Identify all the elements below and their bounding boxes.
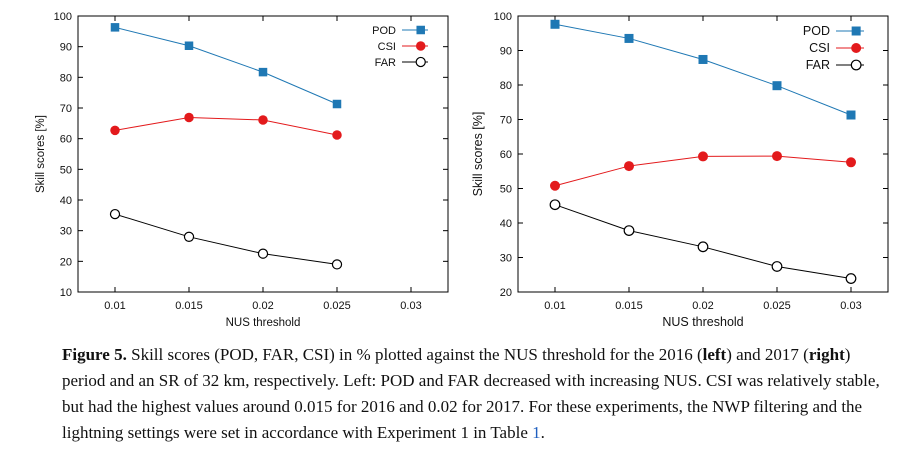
data-point-far bbox=[257, 248, 269, 259]
legend-label-csi: CSI bbox=[378, 41, 396, 53]
caption-label: Figure 5. bbox=[62, 345, 127, 364]
legend-marker-pod bbox=[851, 26, 861, 36]
data-point-far bbox=[623, 225, 635, 236]
legend-label-pod: POD bbox=[372, 25, 396, 37]
legend-marker-far bbox=[415, 56, 426, 68]
caption-text-1: Skill scores (POD, FAR, CSI) in % plotte… bbox=[126, 345, 703, 364]
x-tick-label: 0.02 bbox=[252, 300, 273, 312]
y-tick-label: 90 bbox=[500, 46, 512, 58]
x-tick-label: 0.02 bbox=[692, 300, 713, 312]
legend-marker-csi bbox=[851, 43, 862, 53]
legend-marker-far bbox=[850, 59, 862, 71]
figure-caption: Figure 5. Skill scores (POD, FAR, CSI) i… bbox=[62, 342, 880, 446]
data-point-far bbox=[331, 259, 343, 270]
data-point-pod bbox=[184, 41, 194, 50]
caption-text-4: . bbox=[540, 423, 545, 442]
data-point-far bbox=[845, 273, 857, 284]
legend-marker-pod bbox=[416, 25, 425, 35]
y-tick-label: 20 bbox=[60, 256, 72, 268]
data-point-far bbox=[549, 199, 561, 211]
y-tick-label: 30 bbox=[60, 226, 72, 238]
x-axis-label: NUS threshold bbox=[662, 315, 743, 329]
data-point-pod bbox=[846, 110, 856, 120]
y-tick-label: 100 bbox=[494, 11, 512, 23]
x-axis-label: NUS threshold bbox=[226, 317, 301, 329]
legend-marker-csi bbox=[415, 41, 426, 51]
y-tick-label: 50 bbox=[60, 164, 72, 176]
series-line-csi bbox=[114, 117, 338, 136]
chart-right: 20 30 40 50 60 70 80 90 100 0.01 0.015 0.02 0.025 0.0… bbox=[471, 11, 889, 329]
legend-label-csi: CSI bbox=[809, 41, 830, 55]
data-point-csi bbox=[258, 115, 268, 125]
legend-label-pod: POD bbox=[803, 24, 830, 38]
y-tick-label: 40 bbox=[500, 218, 512, 230]
data-point-far bbox=[771, 261, 783, 272]
data-point-csi bbox=[846, 157, 856, 168]
caption-text-2: ) and 2017 ( bbox=[726, 345, 809, 364]
table-reference-link[interactable]: 1 bbox=[532, 423, 541, 442]
x-tick-label: 0.01 bbox=[544, 300, 565, 312]
data-point-csi bbox=[184, 112, 194, 123]
x-tick-label: 0.025 bbox=[323, 300, 351, 312]
x-tick-label: 0.01 bbox=[104, 300, 125, 312]
y-tick-label: 100 bbox=[54, 11, 72, 23]
data-point-pod bbox=[624, 33, 634, 43]
y-tick-label: 70 bbox=[60, 103, 72, 115]
data-point-far bbox=[183, 231, 195, 242]
data-point-far bbox=[109, 208, 121, 220]
data-point-csi bbox=[110, 125, 120, 136]
y-axis-label: Skill scores [%] bbox=[35, 115, 47, 193]
data-point-pod bbox=[332, 99, 342, 109]
legend-label-far: FAR bbox=[375, 57, 396, 69]
series-line-far bbox=[114, 213, 338, 265]
caption-bold-left: left bbox=[702, 345, 727, 364]
data-point-csi bbox=[772, 151, 782, 162]
legend-label-far: FAR bbox=[806, 58, 830, 72]
caption-bold-right: right bbox=[808, 345, 845, 364]
data-point-far bbox=[697, 241, 709, 253]
y-tick-label: 80 bbox=[500, 80, 512, 92]
data-point-csi bbox=[698, 151, 708, 162]
y-tick-label: 10 bbox=[60, 287, 72, 299]
y-tick-label: 90 bbox=[60, 42, 72, 54]
x-tick-label: 0.015 bbox=[175, 300, 203, 312]
y-tick-label: 60 bbox=[500, 149, 512, 161]
caption-text-3: ) period and an SR of 32 km, respectivel… bbox=[62, 345, 880, 442]
chart-left: 10 20 30 40 50 60 70 80 90 100 0.01 0.015 0.02 0.025 0… bbox=[35, 11, 449, 329]
data-point-csi bbox=[332, 130, 342, 140]
x-tick-label: 0.015 bbox=[615, 300, 643, 312]
x-tick-label: 0.03 bbox=[840, 300, 861, 312]
x-tick-label: 0.025 bbox=[763, 300, 791, 312]
data-point-pod bbox=[550, 19, 560, 29]
series-line-pod bbox=[114, 26, 338, 105]
y-axis-label: Skill scores [%] bbox=[471, 112, 485, 197]
y-tick-label: 50 bbox=[500, 184, 512, 196]
data-point-csi bbox=[550, 180, 560, 191]
y-tick-label: 20 bbox=[500, 287, 512, 299]
y-tick-label: 40 bbox=[60, 195, 72, 207]
data-point-pod bbox=[698, 54, 708, 64]
y-tick-label: 30 bbox=[500, 253, 512, 265]
data-point-pod bbox=[110, 23, 120, 32]
y-tick-label: 70 bbox=[500, 115, 512, 127]
x-tick-label: 0.03 bbox=[400, 300, 421, 312]
y-tick-label: 80 bbox=[60, 72, 72, 84]
y-tick-label: 60 bbox=[60, 134, 72, 146]
data-point-csi bbox=[624, 161, 634, 172]
data-point-pod bbox=[258, 67, 268, 77]
data-point-pod bbox=[772, 81, 782, 91]
